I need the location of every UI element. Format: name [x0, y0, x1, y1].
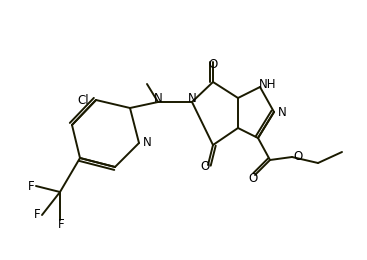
- Text: N: N: [188, 92, 196, 105]
- Text: Cl: Cl: [77, 94, 89, 107]
- Text: O: O: [208, 57, 218, 70]
- Text: O: O: [293, 151, 303, 164]
- Text: N: N: [154, 92, 162, 105]
- Text: F: F: [58, 218, 64, 231]
- Text: O: O: [200, 160, 210, 173]
- Text: F: F: [34, 209, 40, 222]
- Text: O: O: [248, 172, 258, 185]
- Text: N: N: [277, 106, 286, 119]
- Text: N: N: [143, 136, 151, 149]
- Text: NH: NH: [259, 77, 277, 90]
- Text: F: F: [28, 179, 34, 192]
